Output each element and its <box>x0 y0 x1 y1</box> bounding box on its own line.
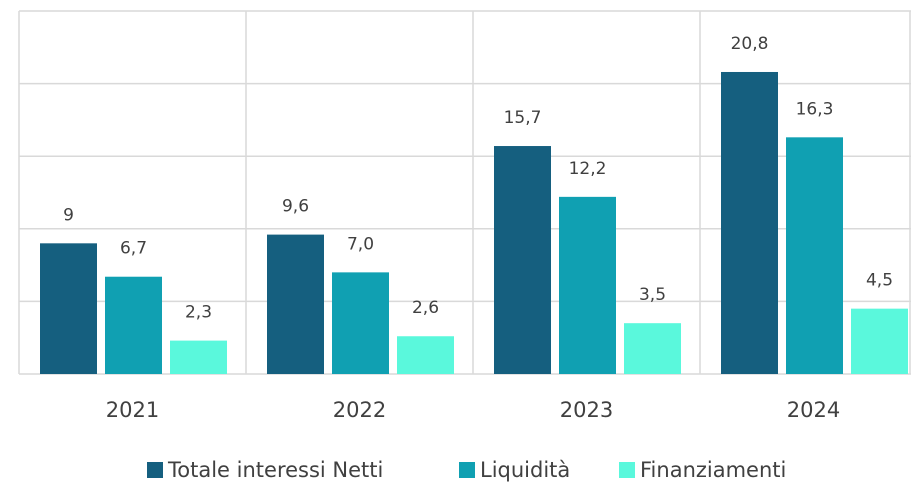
legend-swatch <box>459 462 475 478</box>
data-label: 12,2 <box>569 159 607 179</box>
data-label: 4,5 <box>866 271 893 291</box>
data-label: 2,3 <box>185 303 212 323</box>
data-label: 20,8 <box>731 34 769 54</box>
x-tick-label: 2023 <box>560 398 613 422</box>
bar <box>559 196 616 374</box>
data-label: 6,7 <box>120 239 147 259</box>
x-tick-label: 2021 <box>106 398 159 422</box>
legend-swatch <box>147 462 163 478</box>
data-label: 7,0 <box>347 234 374 254</box>
data-label: 15,7 <box>504 108 542 128</box>
x-tick-label: 2022 <box>333 398 386 422</box>
bar <box>851 308 908 374</box>
bar <box>170 340 227 374</box>
legend-label: Finanziamenti <box>640 458 786 482</box>
data-label: 3,5 <box>639 285 666 305</box>
bar <box>721 71 778 374</box>
bar <box>267 234 324 374</box>
bar <box>40 243 97 374</box>
data-label: 9 <box>63 205 74 225</box>
bar <box>624 323 681 374</box>
bar <box>105 276 162 374</box>
bar <box>397 336 454 374</box>
legend-swatch <box>619 462 635 478</box>
x-tick-label: 2024 <box>787 398 840 422</box>
bar <box>332 272 389 374</box>
data-label: 2,6 <box>412 298 439 318</box>
legend-label: Totale interessi Netti <box>167 458 383 482</box>
bar <box>494 146 551 374</box>
data-label: 16,3 <box>796 99 834 119</box>
bar <box>786 137 843 374</box>
data-label: 9,6 <box>282 197 309 217</box>
legend-label: Liquidità <box>480 458 570 482</box>
